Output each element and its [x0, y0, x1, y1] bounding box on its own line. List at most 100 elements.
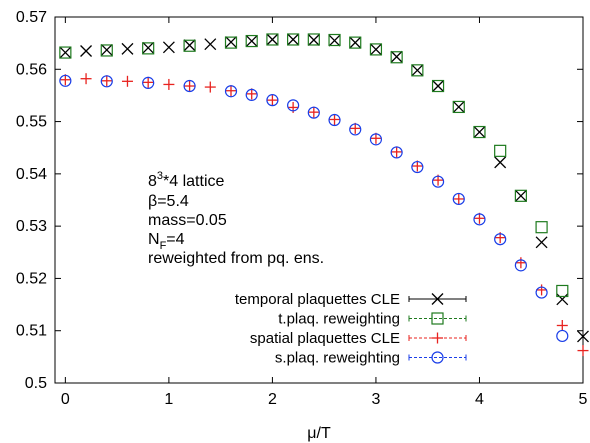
data-point [142, 41, 155, 54]
data-point [514, 189, 527, 202]
series-1 [59, 33, 569, 298]
data-point [121, 42, 134, 55]
data-point [225, 85, 237, 97]
series-2 [59, 73, 589, 357]
data-point [369, 43, 382, 56]
data-point [142, 42, 155, 55]
x-tick-label: 4 [475, 391, 484, 408]
data-point [307, 34, 320, 46]
data-point [556, 284, 569, 298]
data-point [224, 85, 238, 98]
data-point [266, 94, 279, 107]
legend-label: spatial plaquettes CLE [250, 330, 400, 347]
data-point [59, 74, 71, 86]
data-point [391, 146, 403, 158]
data-point [556, 319, 568, 331]
data-point [577, 345, 589, 357]
data-point [411, 64, 424, 77]
x-tick-label: 1 [164, 391, 173, 408]
info-annotation: 83*4 lattice β=5.4 mass=0.05 NF=4 reweig… [148, 170, 324, 267]
legend-label: temporal plaquettes CLE [235, 291, 400, 308]
data-point [349, 123, 362, 136]
data-point [307, 33, 320, 46]
annotation-reweight: reweighted from pq. ens. [148, 250, 324, 267]
legend: temporal plaquettes CLE t.plaq. reweighti… [235, 291, 467, 367]
y-tick-label: 0.52 [16, 270, 47, 287]
data-point [369, 43, 383, 56]
data-point [452, 192, 465, 206]
data-point [535, 236, 548, 249]
legend-marker [432, 332, 443, 344]
data-point [224, 36, 238, 49]
plot-border [54, 16, 584, 384]
y-tick-label: 0.5 [25, 375, 47, 392]
data-point [349, 36, 362, 49]
data-point [183, 79, 196, 93]
data-point [266, 94, 278, 106]
data-point [328, 113, 341, 127]
data-point [329, 113, 341, 125]
series-3 [59, 74, 569, 343]
x-tick-label: 0 [61, 391, 70, 408]
data-point [556, 293, 569, 306]
data-point [287, 33, 300, 46]
data-point [411, 160, 423, 172]
data-point [431, 175, 445, 188]
data-point [287, 33, 300, 46]
data-point [121, 75, 133, 87]
data-point [183, 39, 196, 52]
data-point [183, 39, 196, 52]
data-point [307, 106, 320, 119]
legend-marker [431, 293, 444, 305]
data-point [514, 259, 527, 272]
data-point [494, 156, 507, 169]
x-tick-label: 3 [371, 391, 380, 408]
data-point [266, 33, 279, 46]
data-point [100, 75, 113, 88]
data-point [390, 50, 403, 63]
data-point [204, 81, 216, 93]
data-point [494, 233, 507, 246]
data-point [494, 144, 507, 157]
data-point [452, 100, 465, 114]
annotation-nf: NF=4 [148, 231, 185, 252]
data-point [59, 46, 72, 59]
data-point [514, 189, 527, 202]
data-point [100, 43, 113, 56]
data-point [515, 257, 527, 269]
data-point [142, 76, 154, 88]
data-point [59, 74, 72, 87]
y-tick-label: 0.51 [16, 323, 47, 340]
data-point [142, 76, 155, 89]
x-axis-label: μ/T [307, 425, 331, 442]
series-0 [59, 33, 589, 343]
data-point [349, 36, 362, 49]
data-point [225, 36, 237, 49]
data-point [370, 132, 382, 144]
data-point [184, 80, 196, 92]
y-tick-label: 0.53 [16, 218, 47, 235]
legend-marker [431, 351, 444, 364]
data-point [100, 44, 113, 57]
data-point [328, 34, 341, 47]
data-point [349, 122, 361, 134]
legend-label: s.plaq. reweighting [275, 350, 400, 367]
data-point [473, 125, 486, 139]
data-point [245, 88, 258, 102]
data-point [162, 41, 175, 54]
data-point [287, 99, 300, 112]
data-point [473, 212, 485, 224]
y-tick-label: 0.54 [16, 166, 47, 183]
legend-label: t.plaq. reweighting [278, 311, 400, 328]
data-point [80, 45, 93, 57]
data-point [535, 221, 548, 234]
data-point [431, 79, 445, 93]
data-point [246, 88, 258, 100]
data-point [556, 329, 569, 343]
data-point [473, 213, 486, 226]
data-point [452, 100, 465, 113]
data-point [577, 330, 589, 343]
data-point [245, 34, 258, 48]
data-point [390, 51, 403, 64]
